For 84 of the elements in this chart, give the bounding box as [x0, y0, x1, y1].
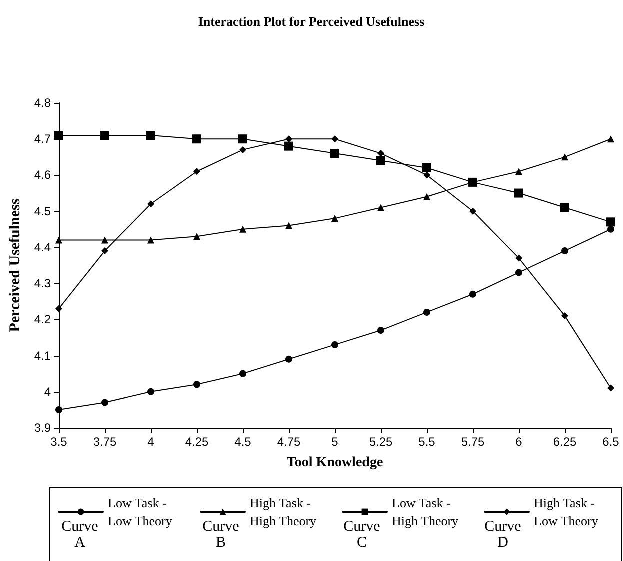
point: [102, 248, 108, 255]
point: [608, 136, 614, 143]
point: [54, 131, 64, 140]
point: [148, 200, 154, 208]
point: [606, 218, 616, 227]
point: [516, 168, 522, 176]
point: [332, 215, 338, 222]
point: [148, 236, 154, 244]
point: [194, 381, 200, 388]
point: [240, 226, 246, 233]
text: Curve D: [484, 519, 522, 551]
x-tick-label: 4.75: [277, 435, 301, 449]
point: [378, 204, 384, 212]
y-tick-label: 4: [44, 384, 52, 399]
y-tick-label: 4.1: [34, 348, 52, 363]
point: [148, 388, 154, 396]
y-tick-label: 4.5: [34, 204, 52, 218]
point: [378, 327, 384, 334]
point: [56, 236, 62, 244]
x-tick-label: 5.5: [418, 435, 436, 449]
point: [332, 136, 338, 143]
chart-title: Interaction Plot for Perceived Usefulness: [198, 14, 425, 29]
point: [192, 134, 202, 144]
point: [422, 164, 432, 172]
y-tick-label: 3.9: [34, 421, 52, 435]
point: [376, 156, 386, 166]
point: [562, 312, 568, 320]
legend-label: Low Task - High Theory: [392, 496, 460, 528]
point: [284, 142, 294, 151]
point: [286, 356, 292, 363]
point: [470, 208, 476, 215]
x-tick-label: 6.25: [553, 435, 577, 449]
point: [102, 399, 108, 406]
point: [102, 236, 108, 244]
y-tick-label: 4.7: [34, 132, 52, 146]
point: [424, 193, 430, 200]
x-tick-label: 3.75: [93, 435, 117, 449]
point: [562, 248, 568, 255]
y-tick-label: 4.4: [34, 240, 52, 254]
legend-label: High Task - Low Theory: [534, 496, 599, 528]
x-tick-label: 5: [332, 435, 339, 449]
point: [56, 305, 62, 312]
point: [240, 370, 246, 378]
point: [194, 168, 200, 176]
text: Curve A: [62, 519, 99, 551]
point: [514, 188, 524, 198]
point: [56, 406, 62, 414]
x-tick-label: 5.75: [461, 435, 485, 449]
x-axis-title: Tool Knowledge: [286, 456, 384, 470]
point: [560, 203, 570, 212]
point: [240, 146, 246, 154]
point: [286, 136, 292, 143]
x-tick-label: 6.5: [602, 435, 620, 449]
x-tick-label: 6: [516, 435, 523, 449]
x-tick-label: 4: [148, 435, 155, 449]
point: [194, 233, 200, 240]
legend-label: High Task - High Theory: [250, 496, 318, 528]
y-tick-label: 4.6: [34, 168, 52, 182]
x-tick-label: 3.5: [50, 435, 68, 449]
point: [608, 384, 614, 392]
point: [424, 172, 430, 179]
point: [562, 154, 568, 161]
point: [516, 269, 522, 276]
y-tick-label: 4.8: [34, 96, 52, 110]
point: [286, 222, 292, 230]
point: [516, 254, 522, 262]
point: [332, 341, 338, 348]
point: [330, 149, 340, 158]
point: [146, 131, 156, 140]
text: Curve B: [202, 519, 240, 551]
point: [378, 150, 384, 158]
point: [238, 134, 248, 144]
point: [100, 131, 110, 140]
y-axis-title: Perceived Usefulness: [8, 198, 24, 332]
point: [470, 290, 476, 298]
x-tick-label: 4.5: [234, 435, 252, 449]
point: [608, 226, 614, 233]
x-tick-label: 4.25: [185, 435, 209, 449]
x-tick-label: 5.25: [369, 435, 393, 449]
y-tick-label: 4.3: [34, 276, 52, 291]
y-tick-label: 4.2: [34, 312, 52, 327]
text: Curve C: [344, 519, 381, 551]
legend-label: Low Task - Low Theory: [108, 496, 173, 528]
point: [424, 308, 430, 316]
